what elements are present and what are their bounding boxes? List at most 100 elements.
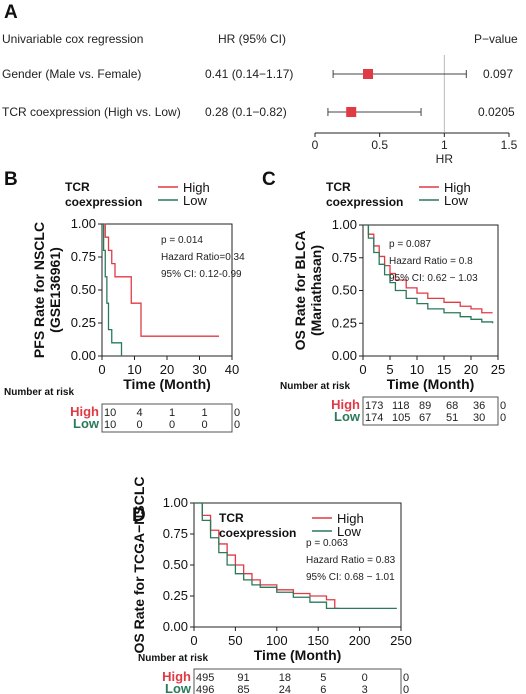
y-tick-label: 0.00 <box>163 619 188 634</box>
risk-value: 0 <box>500 400 506 412</box>
x-tick-label: 10 <box>410 362 424 377</box>
y-axis-title-line: OS Rate for TCGA−NSCLC <box>131 477 147 654</box>
risk-value: 495 <box>196 672 214 684</box>
forest-x-tick-label: 0 <box>312 138 319 152</box>
y-tick-label: 1.00 <box>332 217 357 232</box>
risk-value: 36 <box>473 400 485 412</box>
risk-group-label: Low <box>334 409 361 424</box>
legend-label-low: Low <box>183 193 207 208</box>
risk-value: 1 <box>169 407 175 419</box>
forest-plot: 0 0.5 1 1.5 HR <box>312 55 518 166</box>
stat-annotation: p = 0.014 <box>161 235 203 246</box>
legend-label-high: High <box>183 180 210 195</box>
x-axis-title: Time (Month) <box>254 647 342 663</box>
risk-value: 0 <box>202 419 208 431</box>
y-axis-title: PFS Rate for NSCLC(GSE136961) <box>31 222 63 358</box>
y-axis-title-line: OS Rate for BLCA <box>292 231 308 351</box>
y-tick-label: 0.50 <box>71 282 96 297</box>
risk-value: 6 <box>320 684 326 694</box>
panel-d-letter: D <box>132 505 146 526</box>
risk-value: 85 <box>237 684 249 694</box>
forest-row-0-hr: 0.41 (0.14−1.17) <box>205 67 293 81</box>
risk-value: 89 <box>419 400 431 412</box>
risk-value: 0 <box>234 407 240 419</box>
y-tick-label: 0.25 <box>71 315 96 330</box>
risk-value: 67 <box>419 412 431 424</box>
risk-value: 10 <box>104 419 116 431</box>
panel-a-letter: A <box>4 2 18 23</box>
y-axis-title-line: (Mariathasan) <box>308 245 324 336</box>
legend-title: coexpression <box>219 526 296 540</box>
stat-annotation: 95% CI: 0.12-0.99 <box>161 269 242 280</box>
x-axis-title: Time (Month) <box>387 376 475 392</box>
risk-value: 0 <box>234 419 240 431</box>
risk-value: 18 <box>279 672 291 684</box>
forest-x-tick-label: 0.5 <box>371 138 388 152</box>
km-curve-low <box>194 502 397 610</box>
forest-title: Univariable cox regression <box>2 32 143 46</box>
x-tick-label: 20 <box>464 362 478 377</box>
risk-value: 5 <box>320 672 326 684</box>
y-axis-title-line: PFS Rate for NSCLC <box>31 222 47 358</box>
risk-table-header: Number at risk <box>138 653 208 664</box>
stat-annotation: Hazard Ratio=0.34 <box>161 252 245 263</box>
risk-value: 0 <box>137 419 143 431</box>
stat-annotation: Hazard Ratio = 0.8 <box>389 256 473 267</box>
risk-value: 1 <box>202 407 208 419</box>
y-axis-title: OS Rate for BLCA(Mariathasan) <box>292 231 324 351</box>
x-tick-label: 0 <box>98 362 105 377</box>
y-tick-label: 0.75 <box>332 250 357 265</box>
y-tick-label: 1.00 <box>71 216 96 231</box>
risk-value: 174 <box>365 412 383 424</box>
y-tick-label: 0.25 <box>163 588 188 603</box>
y-tick-label: 0.25 <box>332 315 357 330</box>
legend-label-high: High <box>337 511 364 526</box>
risk-group-label: High <box>162 669 191 684</box>
stat-annotation: p = 0.087 <box>389 239 431 250</box>
risk-value: 24 <box>279 684 291 694</box>
y-tick-label: 0.00 <box>71 348 96 363</box>
risk-value: 91 <box>237 672 249 684</box>
risk-value: 0 <box>403 672 409 684</box>
y-tick-label: 0.50 <box>163 557 188 572</box>
risk-group-label: High <box>331 397 360 412</box>
legend-title: TCR <box>326 180 351 194</box>
forest-hr-header: HR (95% CI) <box>218 32 286 46</box>
panel-c-letter: C <box>262 169 276 190</box>
risk-table-box <box>101 403 233 433</box>
y-axis-title: OS Rate for TCGA−NSCLC <box>131 477 147 654</box>
risk-table-box <box>362 396 499 426</box>
risk-value: 68 <box>446 400 458 412</box>
risk-group-label: High <box>70 404 99 419</box>
legend-title: TCR <box>65 180 90 194</box>
km-curve-high <box>363 224 493 314</box>
km-curve-high <box>102 223 219 337</box>
forest-hr-marker <box>346 107 357 117</box>
x-tick-label: 50 <box>228 633 242 648</box>
x-tick-label: 0 <box>190 633 197 648</box>
km-curve-low <box>363 224 494 324</box>
risk-value: 0 <box>403 684 409 694</box>
y-axis-title-line: (GSE136961) <box>47 247 63 333</box>
legend-title: coexpression <box>326 195 403 209</box>
legend-title: coexpression <box>65 195 142 209</box>
risk-table-box <box>193 668 402 694</box>
x-tick-label: 200 <box>349 633 371 648</box>
risk-group-label: Low <box>73 416 100 431</box>
y-tick-label: 0.75 <box>163 526 188 541</box>
risk-value: 10 <box>104 407 116 419</box>
forest-row-1-hr: 0.28 (0.1−0.82) <box>205 105 287 119</box>
risk-table-header: Number at risk <box>280 381 350 392</box>
x-tick-label: 0 <box>359 362 366 377</box>
forest-x-tick-label: 1.5 <box>501 138 518 152</box>
risk-value: 0 <box>500 412 506 424</box>
risk-value: 173 <box>365 400 383 412</box>
y-tick-label: 0.00 <box>332 348 357 363</box>
risk-value: 0 <box>169 419 175 431</box>
forest-p-header: P−value <box>474 32 518 46</box>
legend-label-high: High <box>444 180 471 195</box>
x-tick-label: 250 <box>390 633 412 648</box>
stat-annotation: Hazard Ratio = 0.83 <box>306 555 396 566</box>
